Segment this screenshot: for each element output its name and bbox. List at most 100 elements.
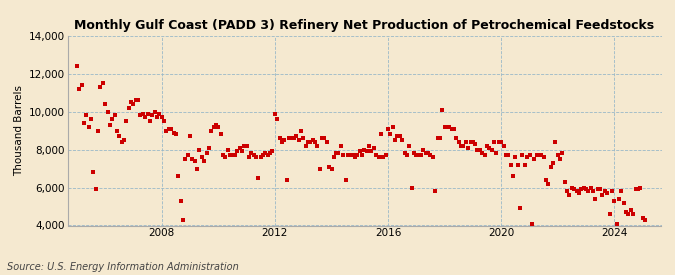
- Point: [284, 136, 294, 141]
- Point: [315, 166, 325, 171]
- Point: [201, 151, 212, 156]
- Point: [392, 134, 403, 139]
- Point: [441, 125, 452, 129]
- Point: [187, 157, 198, 161]
- Point: [531, 153, 542, 158]
- Point: [616, 189, 627, 194]
- Point: [130, 98, 141, 103]
- Point: [630, 187, 641, 192]
- Point: [326, 166, 337, 171]
- Point: [536, 153, 547, 158]
- Point: [425, 153, 436, 158]
- Point: [272, 117, 283, 122]
- Point: [557, 151, 568, 156]
- Point: [307, 138, 318, 142]
- Point: [352, 153, 362, 158]
- Point: [269, 111, 280, 116]
- Point: [510, 155, 520, 160]
- Point: [519, 163, 530, 167]
- Point: [637, 216, 648, 220]
- Point: [359, 147, 370, 152]
- Point: [413, 153, 424, 158]
- Point: [204, 145, 215, 150]
- Point: [213, 125, 223, 129]
- Point: [562, 189, 572, 194]
- Point: [460, 140, 471, 144]
- Point: [465, 140, 476, 144]
- Point: [380, 153, 391, 158]
- Point: [578, 185, 589, 190]
- Point: [406, 185, 417, 190]
- Point: [124, 106, 134, 110]
- Point: [439, 125, 450, 129]
- Point: [418, 147, 429, 152]
- Point: [378, 155, 389, 160]
- Point: [135, 113, 146, 118]
- Point: [430, 189, 441, 194]
- Point: [590, 197, 601, 201]
- Point: [133, 98, 144, 103]
- Point: [524, 153, 535, 158]
- Point: [198, 159, 209, 163]
- Point: [300, 144, 311, 148]
- Point: [614, 197, 624, 201]
- Point: [609, 199, 620, 203]
- Point: [402, 153, 412, 158]
- Point: [566, 185, 577, 190]
- Point: [178, 218, 188, 222]
- Point: [78, 121, 89, 125]
- Point: [408, 151, 419, 156]
- Point: [157, 115, 167, 120]
- Point: [496, 140, 507, 144]
- Point: [585, 185, 596, 190]
- Point: [319, 136, 330, 141]
- Point: [468, 140, 479, 144]
- Point: [196, 155, 207, 160]
- Point: [293, 138, 304, 142]
- Point: [166, 126, 177, 131]
- Point: [612, 221, 622, 226]
- Point: [225, 153, 236, 158]
- Point: [88, 170, 99, 175]
- Point: [475, 147, 485, 152]
- Point: [176, 199, 186, 203]
- Point: [618, 200, 629, 205]
- Point: [498, 144, 509, 148]
- Point: [241, 144, 252, 148]
- Point: [404, 144, 414, 148]
- Point: [446, 126, 457, 131]
- Point: [312, 144, 323, 148]
- Point: [576, 187, 587, 192]
- Point: [345, 153, 356, 158]
- Point: [274, 136, 285, 141]
- Point: [76, 83, 87, 87]
- Point: [354, 149, 365, 154]
- Point: [437, 108, 448, 112]
- Point: [621, 210, 632, 214]
- Point: [217, 153, 228, 158]
- Point: [234, 145, 245, 150]
- Point: [387, 125, 398, 129]
- Point: [152, 115, 163, 120]
- Point: [248, 153, 259, 158]
- Point: [107, 117, 117, 122]
- Point: [416, 153, 427, 158]
- Point: [588, 189, 599, 194]
- Point: [421, 151, 431, 156]
- Point: [350, 155, 360, 160]
- Point: [456, 144, 466, 148]
- Point: [255, 155, 266, 160]
- Point: [286, 136, 297, 141]
- Point: [574, 191, 585, 196]
- Point: [335, 144, 346, 148]
- Point: [364, 144, 375, 148]
- Point: [95, 85, 106, 89]
- Point: [168, 130, 179, 135]
- Point: [635, 185, 646, 190]
- Point: [267, 149, 278, 154]
- Point: [602, 191, 613, 196]
- Point: [194, 147, 205, 152]
- Point: [250, 155, 261, 160]
- Point: [389, 138, 400, 142]
- Point: [555, 157, 566, 161]
